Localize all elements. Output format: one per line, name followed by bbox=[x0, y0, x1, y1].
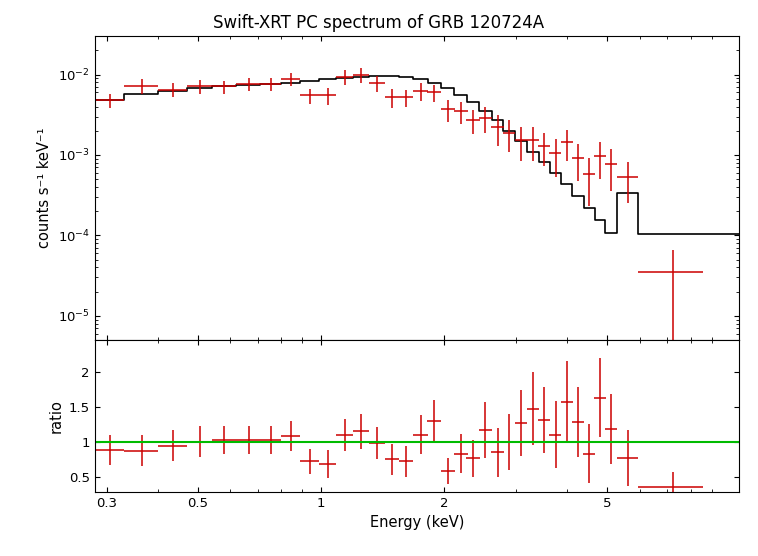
Text: Swift-XRT PC spectrum of GRB 120724A: Swift-XRT PC spectrum of GRB 120724A bbox=[214, 14, 544, 32]
Y-axis label: counts s⁻¹ keV⁻¹: counts s⁻¹ keV⁻¹ bbox=[37, 128, 52, 249]
Y-axis label: ratio: ratio bbox=[49, 399, 63, 433]
X-axis label: Energy (keV): Energy (keV) bbox=[370, 515, 464, 530]
